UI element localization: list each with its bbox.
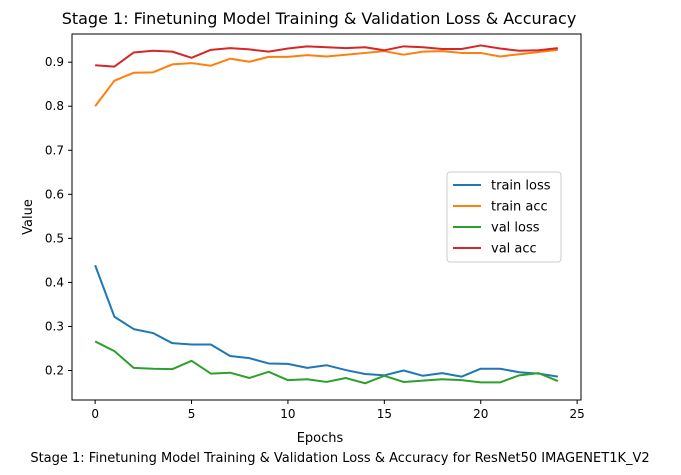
chart-caption: Stage 1: Finetuning Model Training & Val… (30, 451, 649, 466)
legend-label-val-acc: val acc (491, 242, 537, 257)
series-line-train-acc (94, 48, 558, 107)
y-tick-label: 0.9 (45, 55, 64, 69)
y-tick-label: 0.4 (45, 275, 64, 289)
y-tick-label: 0.5 (45, 231, 64, 245)
y-tick-label: 0.2 (45, 363, 64, 377)
series-line-val-acc (95, 44, 558, 68)
x-tick-label: 0 (91, 407, 99, 421)
legend-label-train-acc: train acc (491, 200, 548, 215)
y-tick-label: 0.6 (45, 187, 64, 201)
y-tick-label: 0.7 (45, 143, 64, 157)
y-tick-label: 0.8 (45, 99, 64, 113)
chart-title: Stage 1: Finetuning Model Training & Val… (62, 9, 577, 28)
x-tick-label: 20 (473, 407, 488, 421)
x-axis: 0 5 10 15 20 25 (91, 400, 585, 421)
series-line-val-loss (94, 340, 559, 385)
x-tick-label: 25 (570, 407, 585, 421)
legend-label-val-loss: val loss (491, 221, 540, 236)
x-axis-label: Epochs (297, 431, 344, 446)
y-axis-label: Value (21, 199, 36, 235)
legend-label-train-loss: train loss (491, 179, 551, 194)
x-tick-label: 5 (188, 407, 196, 421)
lines-layer (94, 44, 559, 385)
x-tick-label: 10 (280, 407, 295, 421)
x-tick-label: 15 (377, 407, 392, 421)
plot-frame (71, 33, 582, 401)
series-line-train-loss (94, 264, 559, 378)
y-axis: 0.2 0.3 0.4 0.5 0.6 0.7 0.8 0.9 (45, 55, 72, 377)
legend-box (446, 171, 562, 263)
legend: train loss train acc val loss val acc (446, 171, 562, 263)
y-tick-label: 0.3 (45, 319, 64, 333)
